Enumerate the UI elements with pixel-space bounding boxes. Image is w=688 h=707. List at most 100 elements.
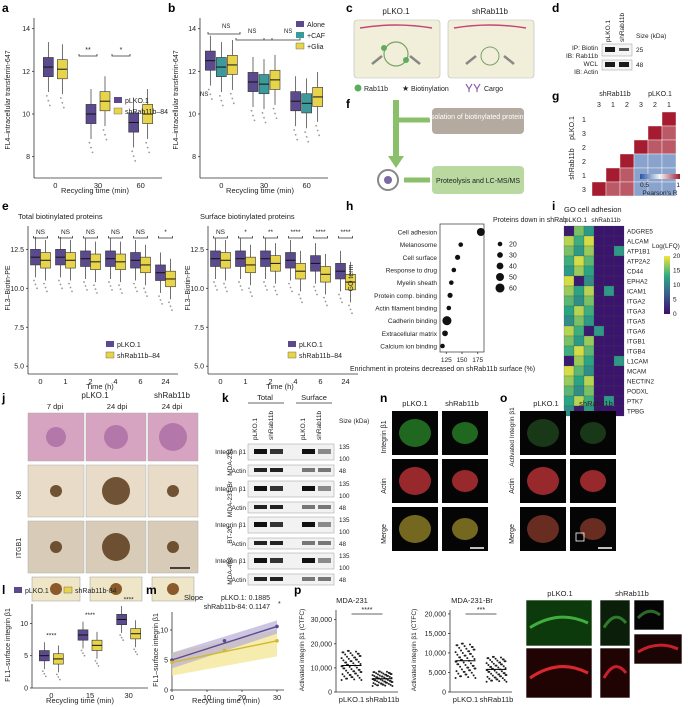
row-label: IB: Rab11b	[566, 53, 598, 60]
data-point	[346, 671, 349, 674]
column-index-label: 1	[667, 102, 671, 109]
subplot-title: Surface biotinylated proteins	[200, 212, 295, 221]
y-tick-label: 5.0	[194, 364, 204, 371]
heatmap-cell	[613, 305, 625, 317]
lane-label: shRab11b	[316, 410, 323, 440]
panel-letter: b	[168, 1, 175, 15]
x-tick-label: 30	[273, 693, 281, 702]
outlier-point	[223, 282, 225, 285]
significance-bracket	[108, 236, 123, 239]
rab11b-dot	[381, 45, 387, 51]
legend-swatch	[63, 586, 73, 594]
group-label: pLKO.1	[81, 391, 109, 400]
data-point	[468, 669, 471, 672]
x-tick-label: pLKO.1	[453, 695, 478, 704]
stained-region	[50, 541, 62, 553]
y-axis-label: FL3–Biotin-PE	[185, 265, 192, 310]
membrane-signal	[602, 615, 628, 629]
data-point	[486, 657, 489, 660]
heatmap-cell	[603, 235, 615, 247]
category-label: Cadherin binding	[388, 318, 438, 325]
y-tick-label: 7.5	[14, 325, 24, 332]
endosome	[480, 46, 500, 66]
rab11b-dot	[403, 57, 409, 63]
heatmap-cell	[573, 345, 585, 357]
data-point	[493, 676, 496, 679]
heatmap-cell	[613, 395, 625, 407]
blot-band	[619, 62, 629, 67]
y-tick-label: 12.5	[10, 247, 24, 254]
column-index-label: 1	[611, 102, 615, 109]
color-scale-bar	[640, 174, 680, 179]
y-tick-label: 20,000	[425, 611, 447, 618]
outlier-point	[249, 291, 252, 294]
heatmap-cell	[603, 245, 615, 257]
cell-schematic-left	[353, 19, 441, 79]
data-point	[496, 659, 499, 662]
blot-band	[318, 558, 331, 563]
size-legend-label: 40	[509, 264, 517, 271]
outlier-point	[44, 286, 47, 289]
heatmap-cell	[605, 181, 621, 197]
panel-a: a FL4–intracellular transferrin-647 8 10 1…	[2, 1, 168, 195]
row-label: ITGB1	[16, 538, 23, 558]
slope-value: shRab11b-84: 0.1147	[204, 604, 270, 611]
legend-label: +CAF	[307, 33, 325, 40]
x-tick-label: shRab11b	[480, 695, 514, 704]
data-point	[504, 673, 507, 676]
data-point	[471, 664, 474, 667]
heatmap-cell	[563, 295, 575, 307]
heatmap-cell	[593, 385, 605, 397]
y-tick-label: 10.0	[190, 286, 204, 293]
panel-k: k Total Surface pLKO.1 shRab11b pLKO.1 shRa…	[215, 391, 369, 586]
gene-label: ITGA3	[627, 309, 646, 316]
y-tick-label: 12.5	[190, 247, 204, 254]
significance-bracket	[78, 54, 98, 57]
significance-mark: **	[85, 47, 91, 54]
data-point	[348, 665, 351, 668]
outlier-point	[102, 129, 105, 131]
heatmap-cell	[563, 305, 575, 317]
outlier-point	[315, 124, 318, 127]
size-marker: 135	[339, 444, 350, 451]
row-index-label: 3	[582, 131, 586, 138]
outlier-point	[264, 121, 267, 124]
size-legend-label: 50	[509, 275, 517, 282]
data-point	[346, 649, 349, 652]
zoom-box	[617, 519, 627, 529]
stained-region	[50, 485, 62, 497]
data-point	[459, 665, 462, 668]
heatmap-cell	[583, 245, 595, 257]
significance-mark: **	[268, 229, 274, 236]
blot-band	[254, 558, 267, 563]
data-point	[371, 685, 374, 688]
data-point	[388, 679, 391, 682]
data-point	[376, 684, 379, 687]
data-point	[389, 672, 392, 675]
data-point	[500, 656, 502, 659]
data-point	[380, 675, 383, 678]
data-point	[349, 660, 352, 663]
legend-swatch	[296, 21, 304, 27]
membrane-cargo	[453, 24, 527, 29]
data-point	[345, 669, 348, 672]
heatmap-cell	[593, 355, 605, 367]
cell-signal	[452, 518, 478, 540]
heatmap-cell	[593, 365, 605, 377]
stained-region	[102, 533, 130, 561]
blot-panel	[247, 443, 335, 461]
row-label: Integrin β1	[215, 449, 246, 456]
blot-band	[302, 486, 315, 491]
blot-panel	[247, 537, 335, 550]
lane-label: pLKO.1	[252, 418, 259, 440]
outlier-point	[314, 289, 317, 292]
cell-signal	[527, 467, 559, 495]
outlier-point	[207, 88, 210, 91]
data-point	[371, 674, 374, 677]
outlier-point	[80, 649, 83, 652]
significance-mark: NS	[284, 29, 292, 35]
size-legend-dot	[495, 283, 505, 293]
heatmap-cell	[603, 365, 615, 377]
data-point	[501, 658, 504, 661]
membrane-signal	[602, 665, 628, 679]
